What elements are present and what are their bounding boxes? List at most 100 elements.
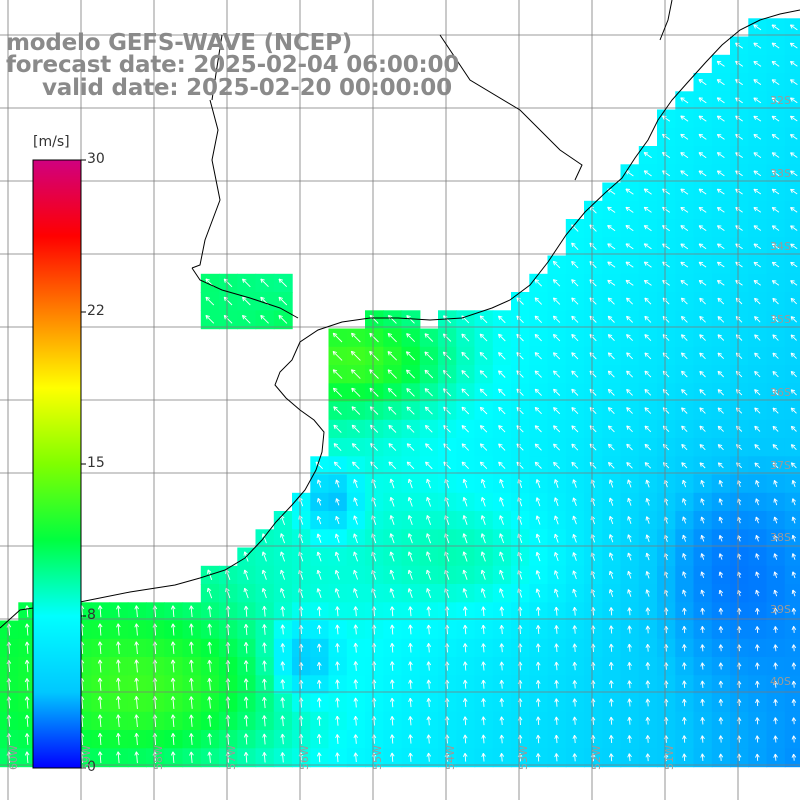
wind-arrow bbox=[389, 478, 395, 489]
wind-arrow bbox=[389, 515, 395, 525]
wind-arrow bbox=[480, 551, 486, 562]
wind-arrow bbox=[698, 206, 707, 213]
wind-arrow bbox=[407, 533, 413, 544]
wind-arrow bbox=[387, 387, 397, 397]
wind-arrow bbox=[461, 388, 470, 397]
wind-arrow bbox=[789, 79, 798, 85]
wind-arrow bbox=[626, 370, 634, 378]
wind-arrow bbox=[645, 589, 650, 597]
wind-arrow bbox=[389, 697, 395, 708]
wind-arrow bbox=[134, 677, 139, 691]
wind-arrow bbox=[387, 351, 398, 361]
wind-arrow bbox=[607, 206, 616, 213]
wind-arrow bbox=[554, 533, 559, 543]
wind-arrow bbox=[424, 424, 433, 433]
wind-arrow bbox=[262, 624, 267, 635]
wind-arrow bbox=[608, 570, 614, 579]
wind-arrow bbox=[535, 570, 541, 580]
colorbar-gradient bbox=[32, 159, 82, 769]
wind-arrow bbox=[552, 315, 561, 323]
wind-arrow bbox=[736, 462, 743, 469]
wind-arrow bbox=[442, 369, 452, 379]
wind-arrow bbox=[571, 425, 579, 433]
wind-arrow bbox=[700, 553, 705, 560]
wind-arrow bbox=[625, 279, 634, 286]
wind-arrow bbox=[97, 751, 103, 764]
wind-arrow bbox=[608, 479, 614, 488]
wind-arrow bbox=[389, 752, 395, 762]
lon-label: 60W bbox=[7, 745, 20, 770]
wind-arrow bbox=[426, 551, 432, 562]
wind-arrow bbox=[316, 551, 322, 562]
wind-arrow bbox=[189, 623, 194, 636]
wind-arrow bbox=[753, 115, 762, 122]
wind-arrow bbox=[753, 152, 762, 158]
wind-arrow bbox=[773, 571, 778, 579]
border-line bbox=[439, 34, 583, 181]
wind-arrow bbox=[280, 569, 286, 580]
wind-arrow bbox=[790, 297, 798, 305]
wind-arrow bbox=[243, 678, 249, 691]
wind-arrow bbox=[627, 552, 632, 561]
wind-arrow bbox=[242, 278, 251, 288]
wind-arrow bbox=[681, 389, 688, 396]
wind-arrow bbox=[461, 461, 470, 470]
wind-arrow bbox=[718, 516, 723, 524]
wind-arrow bbox=[682, 717, 687, 725]
wind-arrow bbox=[771, 60, 780, 67]
wind-arrow bbox=[643, 170, 652, 177]
wind-arrow bbox=[534, 370, 542, 378]
wind-arrow bbox=[753, 97, 762, 104]
wind-arrow bbox=[554, 497, 559, 507]
wind-arrow bbox=[481, 606, 486, 617]
border-line bbox=[659, 0, 673, 41]
wind-arrow bbox=[735, 42, 744, 49]
wind-arrow bbox=[790, 261, 798, 268]
wind-arrow bbox=[316, 606, 322, 617]
wind-arrow bbox=[481, 679, 486, 689]
wind-arrow bbox=[480, 588, 486, 598]
wind-arrow bbox=[607, 425, 615, 433]
wind-arrow bbox=[389, 642, 395, 653]
wind-arrow bbox=[572, 680, 578, 689]
wind-arrow bbox=[716, 79, 725, 86]
wind-arrow bbox=[662, 225, 670, 232]
wind-arrow bbox=[662, 206, 671, 213]
wind-arrow bbox=[681, 425, 688, 433]
wind-arrow bbox=[608, 534, 614, 543]
wind-arrow bbox=[553, 407, 561, 415]
model-title: modelo GEFS-WAVE (NCEP) bbox=[6, 30, 353, 56]
wind-arrow bbox=[134, 641, 139, 655]
wind-arrow bbox=[698, 115, 707, 122]
wind-arrow bbox=[498, 315, 506, 324]
wind-arrow bbox=[716, 152, 725, 158]
wind-arrow bbox=[643, 206, 652, 213]
wind-arrow bbox=[571, 352, 579, 360]
wind-arrow bbox=[607, 279, 616, 286]
wind-arrow bbox=[243, 623, 249, 636]
wind-arrow bbox=[627, 735, 632, 743]
wind-arrow bbox=[97, 641, 103, 655]
wind-arrow bbox=[772, 389, 779, 396]
wind-arrow bbox=[535, 734, 541, 744]
wind-arrow bbox=[627, 753, 632, 762]
wind-arrow bbox=[280, 643, 286, 653]
wind-arrow bbox=[333, 424, 342, 433]
wind-arrow bbox=[334, 569, 340, 580]
wind-arrow bbox=[499, 716, 505, 726]
wind-arrow bbox=[699, 315, 706, 323]
wind-arrow bbox=[462, 661, 468, 671]
wind-arrow bbox=[97, 659, 103, 673]
wind-arrow bbox=[700, 589, 705, 597]
wind-arrow bbox=[499, 698, 505, 707]
wind-arrow bbox=[316, 479, 322, 488]
wind-arrow bbox=[280, 533, 286, 544]
wind-arrow bbox=[645, 497, 650, 506]
wind-arrow bbox=[426, 679, 432, 689]
wind-arrow bbox=[499, 588, 504, 598]
wind-arrow bbox=[170, 623, 176, 636]
wind-arrow bbox=[717, 316, 725, 323]
wind-arrow bbox=[243, 605, 249, 617]
wind-arrow bbox=[535, 515, 541, 525]
wind-arrow bbox=[462, 716, 468, 726]
